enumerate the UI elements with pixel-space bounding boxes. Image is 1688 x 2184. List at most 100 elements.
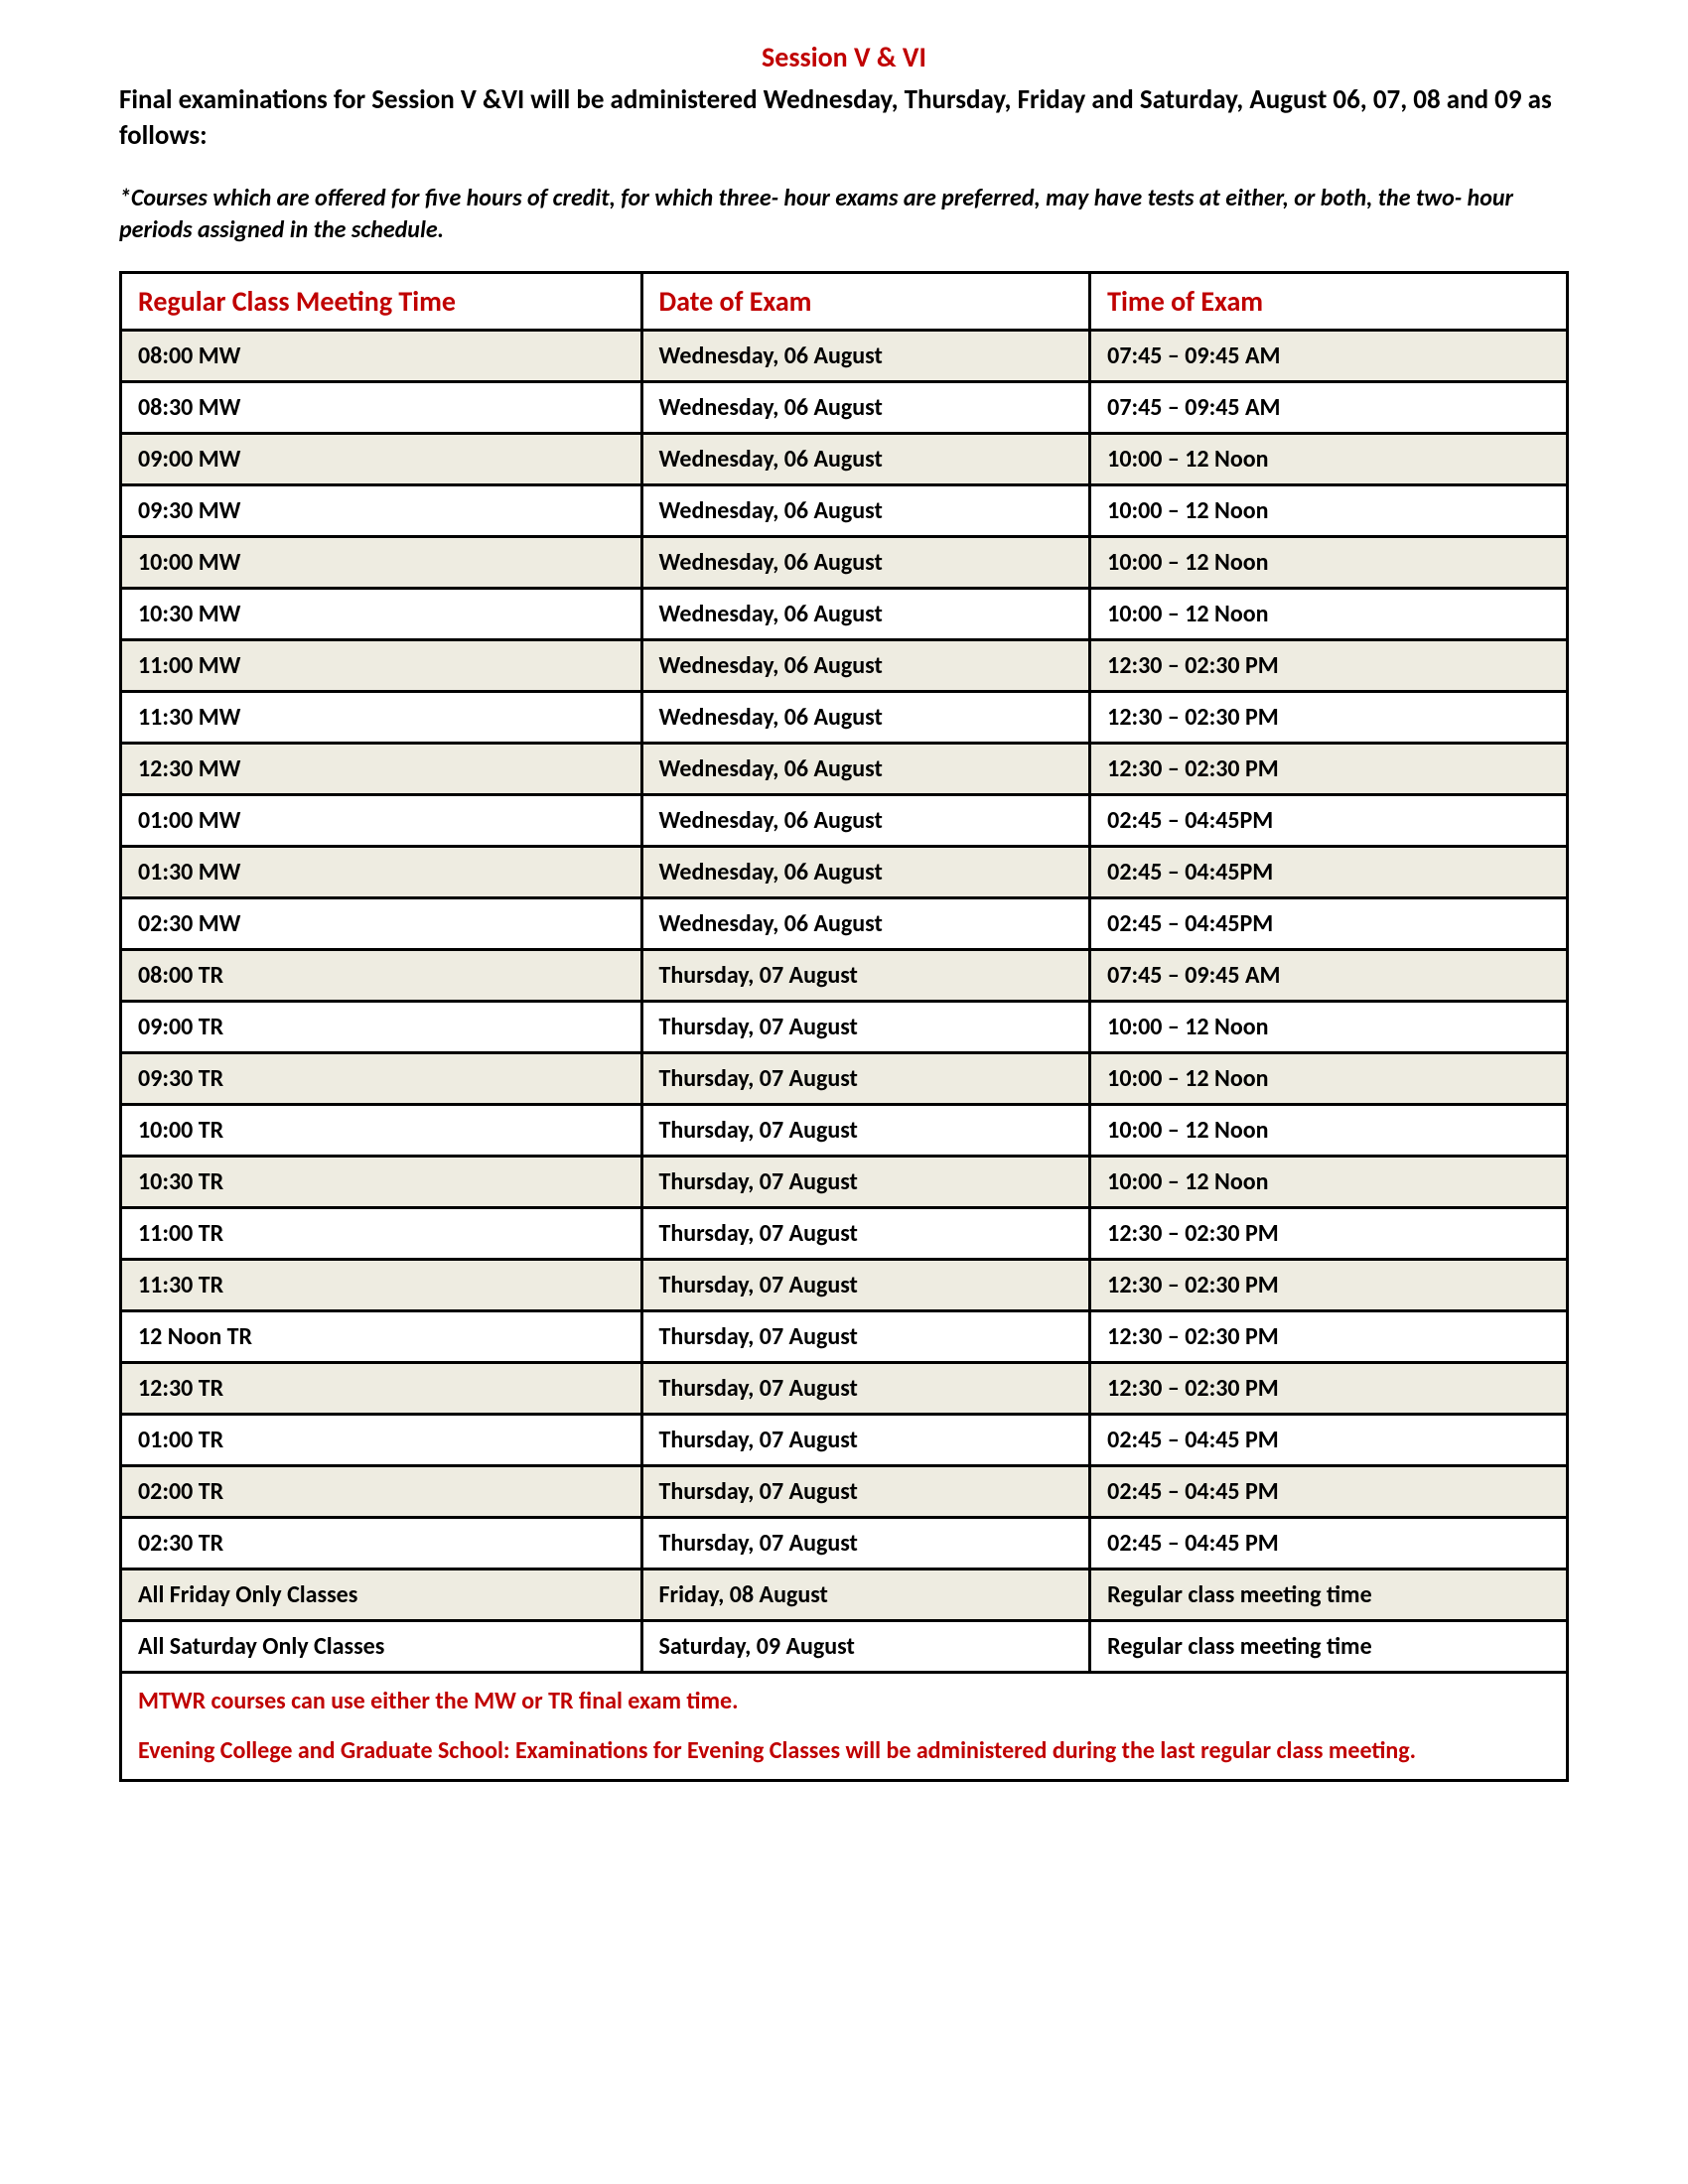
cell-meeting: 10:30 MW <box>121 588 642 639</box>
cell-date: Wednesday, 06 August <box>641 381 1090 433</box>
cell-date: Saturday, 09 August <box>641 1620 1090 1672</box>
cell-date: Wednesday, 06 August <box>641 846 1090 897</box>
cell-date: Wednesday, 06 August <box>641 794 1090 846</box>
cell-time: 12:30 – 02:30 PM <box>1090 1362 1568 1414</box>
table-row: 12:30 TRThursday, 07 August12:30 – 02:30… <box>121 1362 1568 1414</box>
table-row: 12:30 MWWednesday, 06 August12:30 – 02:3… <box>121 743 1568 794</box>
cell-date: Wednesday, 06 August <box>641 639 1090 691</box>
cell-time: 02:45 – 04:45 PM <box>1090 1517 1568 1569</box>
cell-time: 10:00 – 12 Noon <box>1090 433 1568 484</box>
cell-time: 12:30 – 02:30 PM <box>1090 1207 1568 1259</box>
cell-date: Wednesday, 06 August <box>641 691 1090 743</box>
table-row: 01:00 TRThursday, 07 August02:45 – 04:45… <box>121 1414 1568 1465</box>
cell-meeting: 11:00 MW <box>121 639 642 691</box>
cell-meeting: 12:30 MW <box>121 743 642 794</box>
table-row: 10:00 TRThursday, 07 August10:00 – 12 No… <box>121 1104 1568 1156</box>
cell-meeting: 11:00 TR <box>121 1207 642 1259</box>
cell-meeting: 01:00 MW <box>121 794 642 846</box>
footer-line-2: Evening College and Graduate School: Exa… <box>138 1733 1550 1769</box>
cell-meeting: 10:30 TR <box>121 1156 642 1207</box>
cell-date: Thursday, 07 August <box>641 1465 1090 1517</box>
cell-date: Wednesday, 06 August <box>641 330 1090 381</box>
table-row: 09:30 MWWednesday, 06 August10:00 – 12 N… <box>121 484 1568 536</box>
table-row: 08:00 TRThursday, 07 August07:45 – 09:45… <box>121 949 1568 1001</box>
table-row: 01:30 MWWednesday, 06 August02:45 – 04:4… <box>121 846 1568 897</box>
table-row: 09:30 TRThursday, 07 August10:00 – 12 No… <box>121 1052 1568 1104</box>
cell-time: Regular class meeting time <box>1090 1569 1568 1620</box>
cell-meeting: 09:00 MW <box>121 433 642 484</box>
table-row: 09:00 MWWednesday, 06 August10:00 – 12 N… <box>121 433 1568 484</box>
cell-date: Thursday, 07 August <box>641 1104 1090 1156</box>
col-header-meeting: Regular Class Meeting Time <box>121 272 642 330</box>
cell-date: Thursday, 07 August <box>641 1001 1090 1052</box>
cell-date: Wednesday, 06 August <box>641 433 1090 484</box>
table-header-row: Regular Class Meeting Time Date of Exam … <box>121 272 1568 330</box>
intro-text: Final examinations for Session V &VI wil… <box>119 82 1569 155</box>
cell-meeting: 09:00 TR <box>121 1001 642 1052</box>
cell-meeting: 08:30 MW <box>121 381 642 433</box>
table-row: 01:00 MWWednesday, 06 August02:45 – 04:4… <box>121 794 1568 846</box>
cell-meeting: 12:30 TR <box>121 1362 642 1414</box>
footer-line-1: MTWR courses can use either the MW or TR… <box>138 1684 1550 1719</box>
cell-time: 12:30 – 02:30 PM <box>1090 639 1568 691</box>
cell-date: Wednesday, 06 August <box>641 536 1090 588</box>
table-footer-row: MTWR courses can use either the MW or TR… <box>121 1672 1568 1780</box>
table-row: 11:30 TRThursday, 07 August12:30 – 02:30… <box>121 1259 1568 1310</box>
cell-date: Thursday, 07 August <box>641 1052 1090 1104</box>
cell-time: Regular class meeting time <box>1090 1620 1568 1672</box>
cell-date: Wednesday, 06 August <box>641 588 1090 639</box>
cell-date: Thursday, 07 August <box>641 1517 1090 1569</box>
table-row: 11:30 MWWednesday, 06 August12:30 – 02:3… <box>121 691 1568 743</box>
cell-meeting: 09:30 MW <box>121 484 642 536</box>
cell-date: Thursday, 07 August <box>641 1310 1090 1362</box>
table-row: 02:00 TRThursday, 07 August02:45 – 04:45… <box>121 1465 1568 1517</box>
cell-date: Thursday, 07 August <box>641 1156 1090 1207</box>
cell-time: 10:00 – 12 Noon <box>1090 1052 1568 1104</box>
cell-date: Thursday, 07 August <box>641 1414 1090 1465</box>
table-row: 02:30 MWWednesday, 06 August02:45 – 04:4… <box>121 897 1568 949</box>
table-row: 11:00 MWWednesday, 06 August12:30 – 02:3… <box>121 639 1568 691</box>
cell-date: Thursday, 07 August <box>641 1362 1090 1414</box>
cell-meeting: 02:30 MW <box>121 897 642 949</box>
cell-time: 12:30 – 02:30 PM <box>1090 1310 1568 1362</box>
cell-meeting: 10:00 MW <box>121 536 642 588</box>
table-row: 08:30 MWWednesday, 06 August07:45 – 09:4… <box>121 381 1568 433</box>
cell-time: 12:30 – 02:30 PM <box>1090 743 1568 794</box>
table-row: 09:00 TRThursday, 07 August10:00 – 12 No… <box>121 1001 1568 1052</box>
cell-meeting: 10:00 TR <box>121 1104 642 1156</box>
cell-time: 07:45 – 09:45 AM <box>1090 949 1568 1001</box>
cell-time: 10:00 – 12 Noon <box>1090 536 1568 588</box>
cell-date: Friday, 08 August <box>641 1569 1090 1620</box>
cell-meeting: All Saturday Only Classes <box>121 1620 642 1672</box>
cell-time: 10:00 – 12 Noon <box>1090 1001 1568 1052</box>
col-header-time: Time of Exam <box>1090 272 1568 330</box>
footer-cell: MTWR courses can use either the MW or TR… <box>121 1672 1568 1780</box>
cell-time: 02:45 – 04:45 PM <box>1090 1465 1568 1517</box>
cell-meeting: 11:30 TR <box>121 1259 642 1310</box>
table-row: All Saturday Only ClassesSaturday, 09 Au… <box>121 1620 1568 1672</box>
cell-meeting: All Friday Only Classes <box>121 1569 642 1620</box>
table-row: 10:30 TRThursday, 07 August10:00 – 12 No… <box>121 1156 1568 1207</box>
table-row: 02:30 TRThursday, 07 August02:45 – 04:45… <box>121 1517 1568 1569</box>
cell-time: 07:45 – 09:45 AM <box>1090 330 1568 381</box>
session-title: Session V & VI <box>119 40 1569 74</box>
cell-time: 10:00 – 12 Noon <box>1090 1104 1568 1156</box>
table-row: 10:00 MWWednesday, 06 August10:00 – 12 N… <box>121 536 1568 588</box>
cell-meeting: 01:00 TR <box>121 1414 642 1465</box>
table-row: 10:30 MWWednesday, 06 August10:00 – 12 N… <box>121 588 1568 639</box>
cell-date: Thursday, 07 August <box>641 949 1090 1001</box>
table-row: 11:00 TRThursday, 07 August12:30 – 02:30… <box>121 1207 1568 1259</box>
cell-time: 02:45 – 04:45PM <box>1090 846 1568 897</box>
table-row: All Friday Only ClassesFriday, 08 August… <box>121 1569 1568 1620</box>
cell-time: 07:45 – 09:45 AM <box>1090 381 1568 433</box>
cell-time: 12:30 – 02:30 PM <box>1090 1259 1568 1310</box>
cell-time: 12:30 – 02:30 PM <box>1090 691 1568 743</box>
exam-schedule-table: Regular Class Meeting Time Date of Exam … <box>119 271 1569 1782</box>
cell-time: 10:00 – 12 Noon <box>1090 588 1568 639</box>
cell-time: 02:45 – 04:45PM <box>1090 897 1568 949</box>
table-row: 08:00 MWWednesday, 06 August07:45 – 09:4… <box>121 330 1568 381</box>
cell-meeting: 09:30 TR <box>121 1052 642 1104</box>
table-row: 12 Noon TRThursday, 07 August12:30 – 02:… <box>121 1310 1568 1362</box>
cell-meeting: 08:00 TR <box>121 949 642 1001</box>
cell-time: 02:45 – 04:45 PM <box>1090 1414 1568 1465</box>
